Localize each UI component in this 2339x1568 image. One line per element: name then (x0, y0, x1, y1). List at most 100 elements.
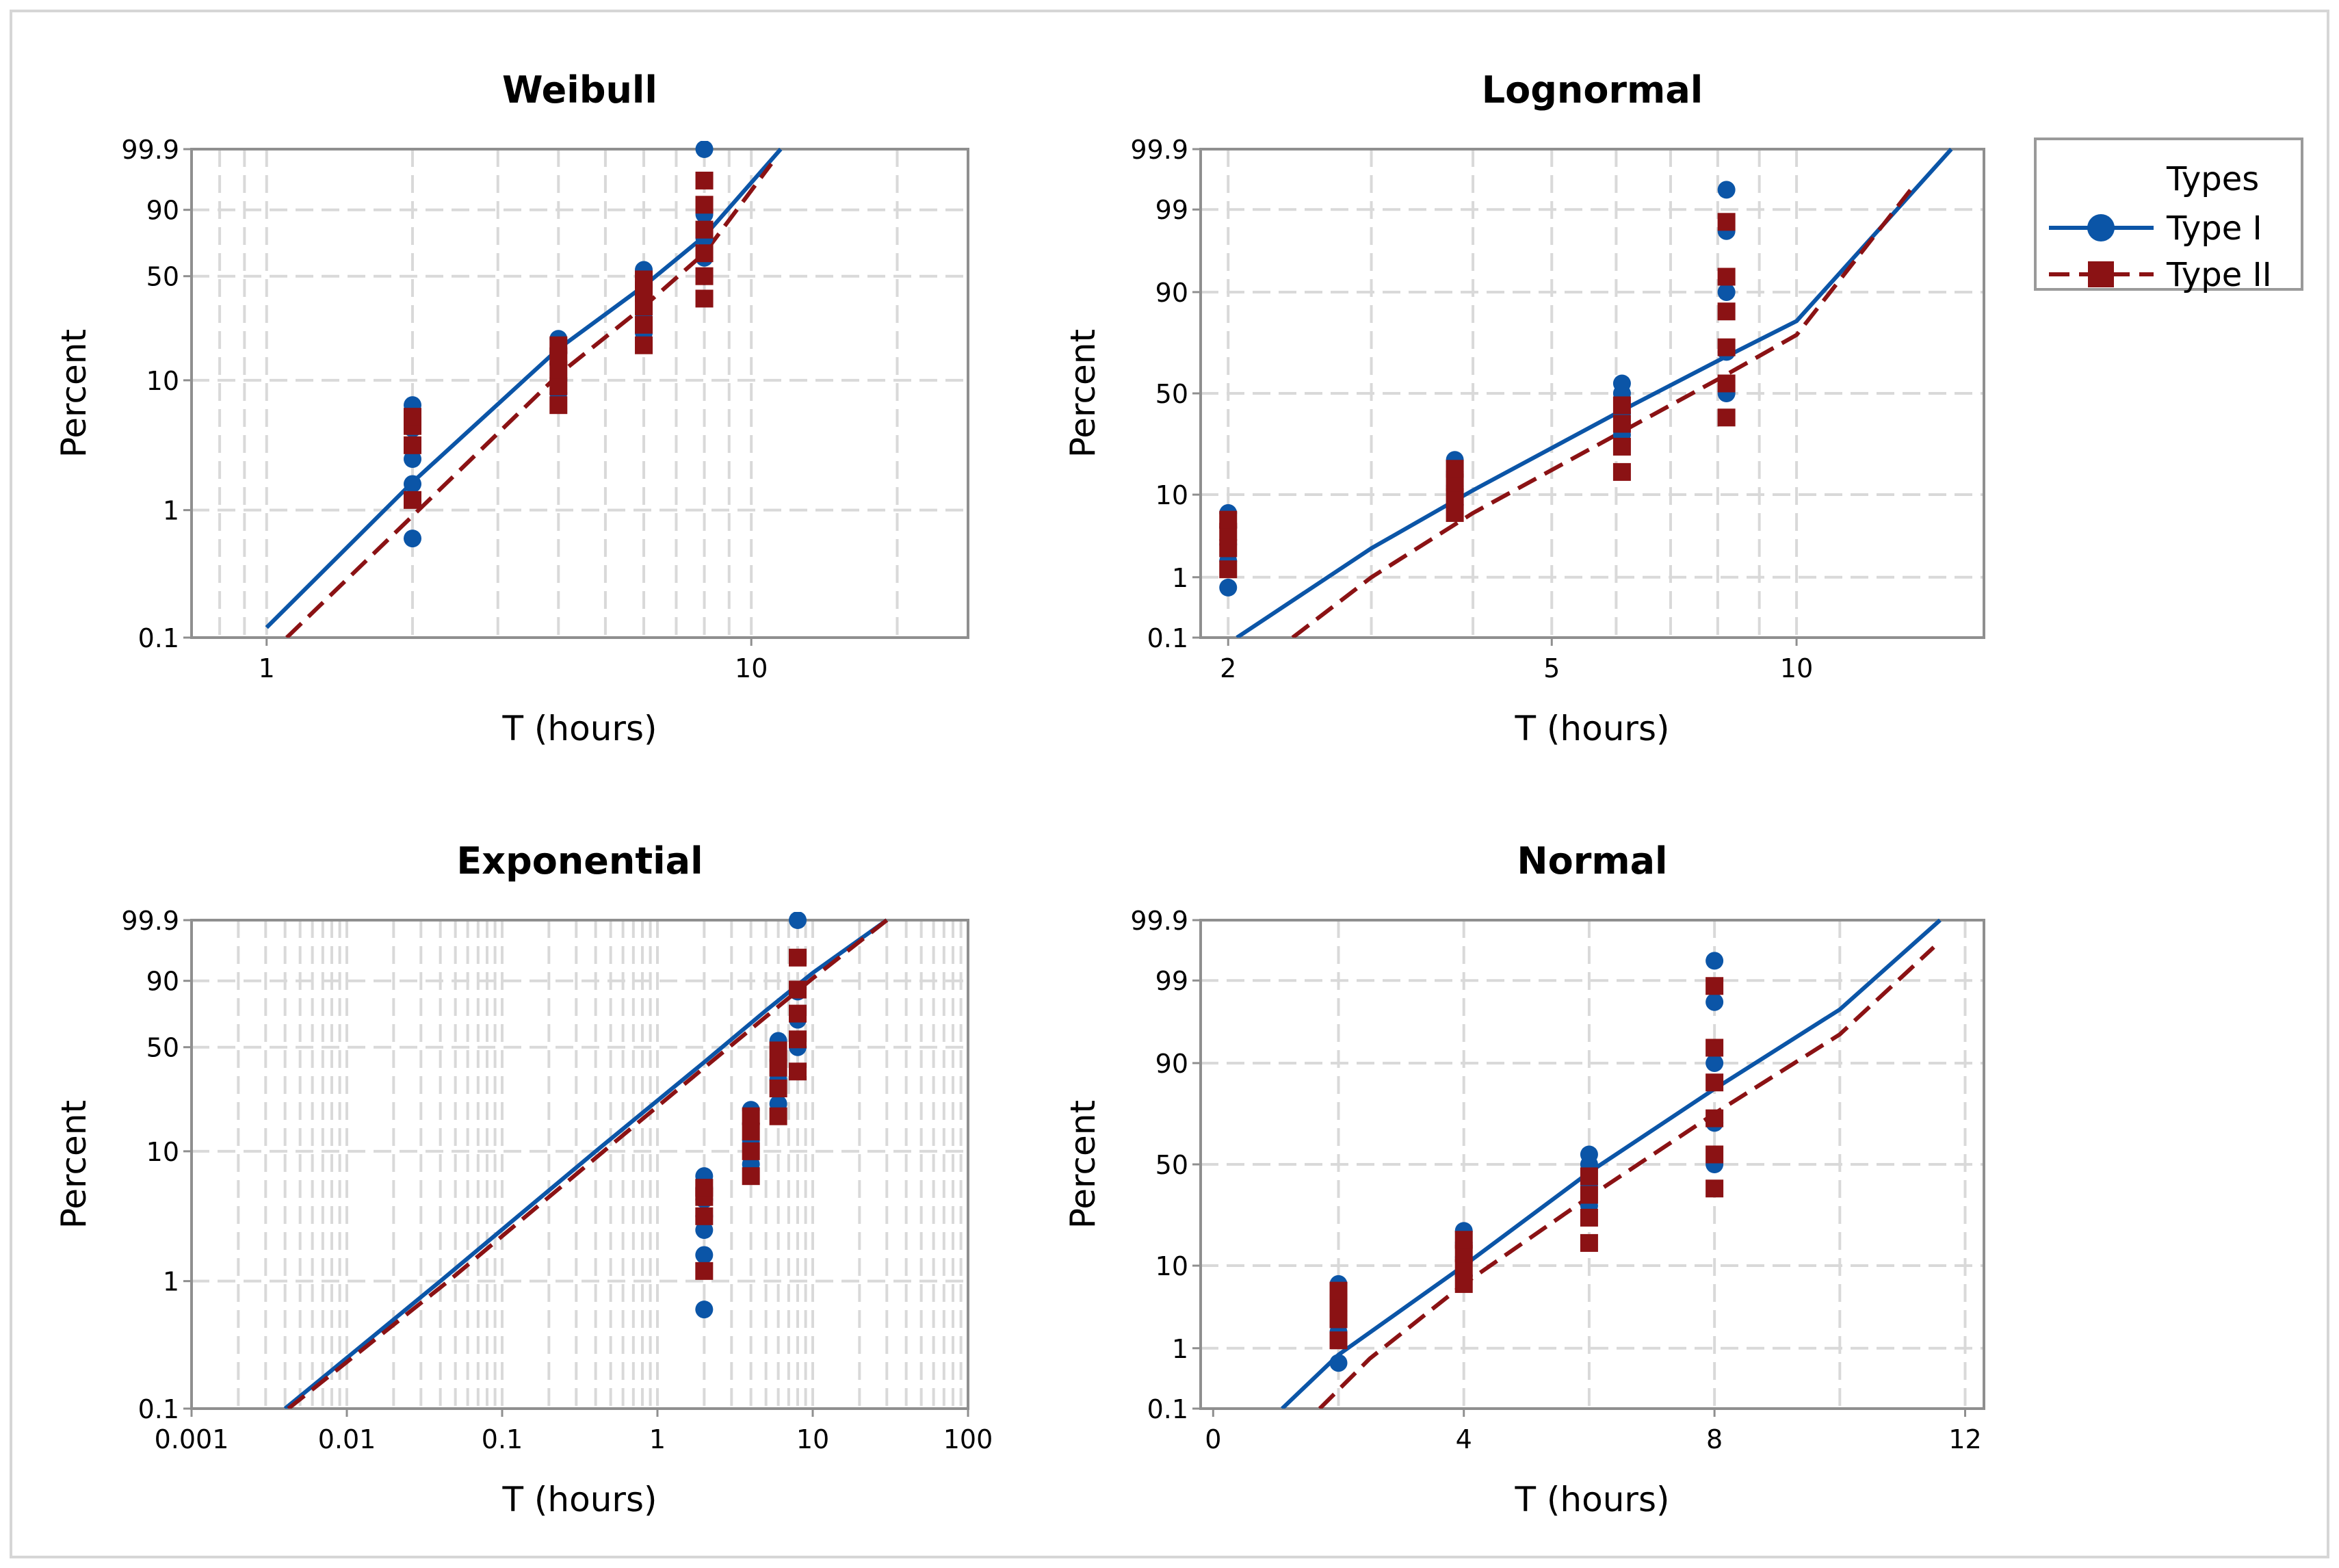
x-axis-label: T (hours) (1514, 709, 1669, 748)
data-point-type-ii (1717, 338, 1736, 356)
data-point-type-ii (789, 948, 807, 967)
data-point-type-i (695, 1246, 714, 1264)
data-point-type-ii (549, 396, 568, 415)
data-point-type-ii (635, 315, 653, 334)
data-point-type-ii (789, 1030, 807, 1049)
x-tick-label: 0.01 (318, 1424, 376, 1454)
data-point-type-ii (1580, 1167, 1598, 1186)
y-tick-label: 99.9 (121, 135, 179, 165)
chart-panel-normal: Normal 0.1 1 10 50 90 99 99.9 0 4 8 12 T (hours) Perc… (1063, 839, 1985, 1519)
y-tick-label: 99 (1155, 195, 1188, 225)
y-tick-label: 99.9 (121, 906, 179, 936)
chart-panel-exponential: Exponential 0.1 1 10 50 90 99.9 0.001 0.01 0.1 1 10… (54, 839, 993, 1519)
data-point-type-ii (1706, 1073, 1724, 1092)
data-point-type-i (1706, 1054, 1724, 1072)
data-point-type-i (1612, 374, 1631, 393)
data-point-type-ii (1580, 1186, 1598, 1204)
y-tick-label: 10 (1155, 1251, 1188, 1281)
data-point-type-ii (1706, 977, 1724, 995)
data-point-type-ii (635, 270, 653, 289)
data-point-type-ii (695, 1262, 714, 1280)
y-tick-label: 50 (146, 262, 179, 292)
fit-line-type-ii (287, 918, 889, 1409)
chart-panel-lognormal: Lognormal 0.1 1 10 50 90 99 99.9 2 5 10 T (hours) Pe… (1063, 68, 1985, 748)
data-point-type-ii (1219, 539, 1238, 558)
legend-label: Type I (2166, 209, 2262, 248)
data-point-type-ii (789, 1004, 807, 1023)
data-point-type-ii (1612, 462, 1631, 481)
legend-label: Type II (2166, 256, 2272, 294)
data-point-type-i (1706, 952, 1724, 970)
legend: Types Type I Type II (2034, 138, 2303, 294)
data-point-type-ii (404, 436, 422, 454)
data-point-type-ii (1612, 415, 1631, 433)
data-point-type-ii (1612, 396, 1631, 415)
data-point-type-ii (1717, 213, 1736, 231)
x-axis-label: T (hours) (1514, 1480, 1669, 1519)
y-tick-label: 99 (1155, 966, 1188, 996)
data-point-type-ii (404, 408, 422, 426)
data-point-type-ii (1717, 302, 1736, 321)
x-axis-label: T (hours) (501, 709, 657, 748)
data-point-type-ii (1329, 1331, 1348, 1350)
y-tick-label: 1 (163, 496, 179, 526)
x-tick-label: 2 (1220, 653, 1236, 683)
data-point-type-ii (1219, 510, 1238, 529)
data-point-type-ii (1329, 1310, 1348, 1329)
data-point-type-ii (1612, 437, 1631, 456)
data-point-type-ii (1706, 1038, 1724, 1057)
data-point-type-ii (635, 336, 653, 354)
fit-line-type-ii (1291, 182, 1918, 638)
x-tick-label: 0.1 (482, 1424, 523, 1454)
data-point-type-i (789, 912, 807, 929)
y-axis-label: Percent (54, 329, 94, 458)
data-point-type-ii (1580, 1233, 1598, 1252)
chart-title: Exponential (456, 839, 703, 883)
data-point-type-ii (1329, 1281, 1348, 1300)
data-point-type-ii (1580, 1208, 1598, 1227)
x-tick-label: 8 (1706, 1424, 1723, 1454)
plot-area (283, 912, 889, 1409)
legend-marker-circle (2087, 214, 2115, 241)
fit-line-type-i (283, 918, 889, 1409)
data-point-type-ii (1446, 460, 1464, 478)
data-point-type-ii (695, 267, 714, 285)
data-point-type-ii (1454, 1275, 1473, 1293)
data-point-type-ii (695, 1207, 714, 1225)
x-tick-label: 10 (735, 653, 768, 683)
y-tick-label: 1 (1172, 1334, 1188, 1364)
y-tick-label: 50 (1155, 1150, 1188, 1180)
x-tick-label: 100 (943, 1424, 993, 1454)
x-tick-label: 0.001 (155, 1424, 229, 1454)
data-point-type-i (695, 1301, 714, 1319)
data-point-type-ii (742, 1167, 760, 1186)
data-point-type-ii (769, 1058, 787, 1077)
data-point-type-ii (1706, 1179, 1724, 1198)
chart-title: Lognormal (1482, 68, 1703, 112)
x-tick-label: 1 (259, 653, 275, 683)
x-tick-label: 0 (1205, 1424, 1221, 1454)
x-axis-label: T (hours) (501, 1480, 657, 1519)
y-tick-label: 0.1 (138, 1394, 179, 1424)
y-tick-label: 1 (1172, 563, 1188, 593)
x-tick-label: 12 (1948, 1424, 1981, 1454)
y-tick-label: 99.9 (1130, 135, 1188, 165)
fit-line-type-ii (1318, 945, 1935, 1409)
y-tick-label: 99.9 (1130, 906, 1188, 936)
data-point-type-ii (742, 1142, 760, 1160)
x-tick-label: 1 (649, 1424, 666, 1454)
data-point-type-i (404, 450, 422, 469)
data-point-type-i (1329, 1354, 1348, 1372)
data-point-type-i (1580, 1145, 1598, 1164)
chart-title: Weibull (502, 68, 657, 112)
data-point-type-ii (549, 336, 568, 354)
fit-line-type-ii (285, 162, 773, 638)
data-point-type-ii (1706, 1145, 1724, 1164)
y-axis-label: Percent (54, 1100, 94, 1229)
data-point-type-ii (789, 1062, 807, 1081)
data-point-type-i (695, 1221, 714, 1240)
data-point-type-i (1717, 283, 1736, 301)
data-point-type-ii (742, 1122, 760, 1140)
y-tick-label: 1 (163, 1267, 179, 1297)
